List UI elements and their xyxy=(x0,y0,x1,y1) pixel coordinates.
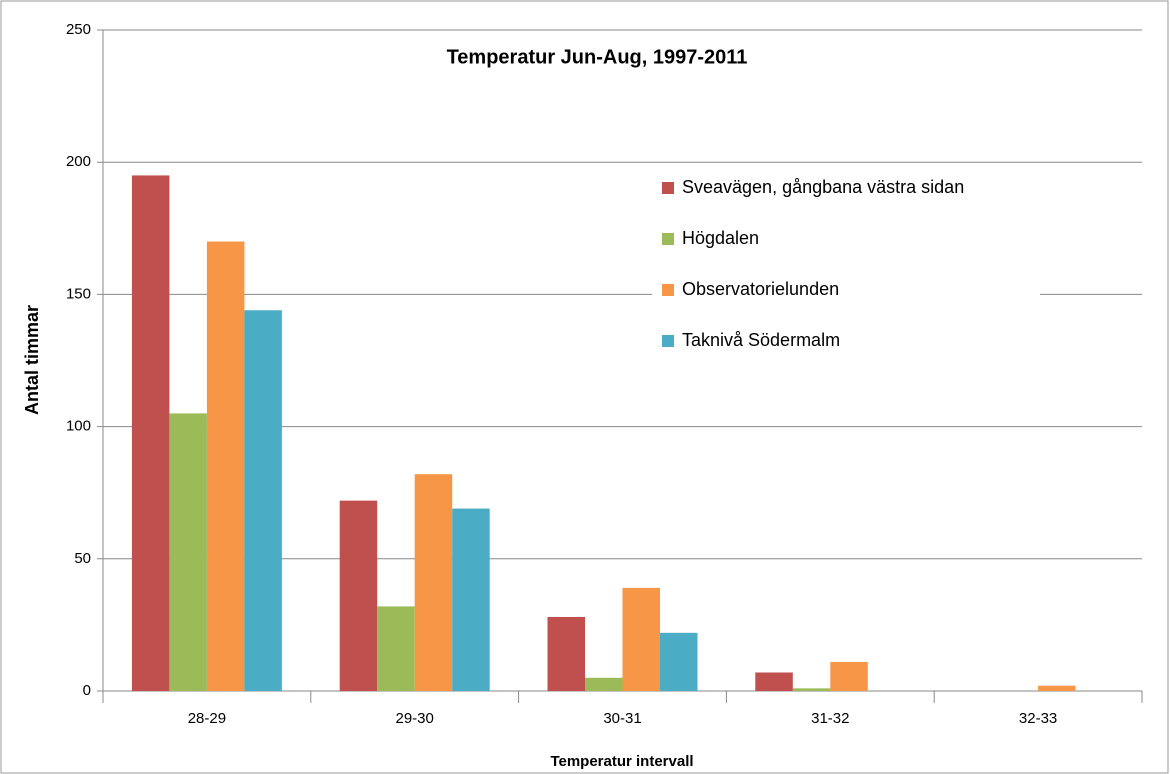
bar xyxy=(339,500,378,691)
bar xyxy=(244,310,282,691)
chart-title: Temperatur Jun-Aug, 1997-2011 xyxy=(447,46,748,68)
bar xyxy=(452,508,490,691)
bar xyxy=(206,241,245,691)
bar xyxy=(377,606,415,691)
x-tick-label: 30-31 xyxy=(603,710,641,727)
bar xyxy=(755,672,793,691)
bar xyxy=(414,474,453,691)
bar xyxy=(169,413,207,691)
x-tick-label: 32-33 xyxy=(1019,710,1057,727)
bar xyxy=(1038,685,1076,691)
y-tick-label: 200 xyxy=(66,153,91,170)
legend-swatch xyxy=(662,182,674,194)
legend-swatch xyxy=(662,335,674,347)
x-axis-label: Temperatur intervall xyxy=(550,753,693,770)
legend-label: Högdalen xyxy=(682,228,759,248)
legend-label: Taknivå Södermalm xyxy=(682,330,840,350)
x-tick-label: 29-30 xyxy=(396,710,434,727)
bar xyxy=(547,616,585,691)
bar xyxy=(622,587,660,691)
legend-box xyxy=(652,165,1040,361)
y-axis-label: Antal timmar xyxy=(22,305,42,415)
legend-label: Sveavägen, gångbana västra sidan xyxy=(682,177,964,197)
bar xyxy=(585,677,623,691)
bar xyxy=(830,661,868,691)
y-tick-label: 100 xyxy=(66,418,91,435)
y-tick-label: 0 xyxy=(83,682,91,699)
legend-swatch xyxy=(662,284,674,296)
bar xyxy=(792,688,831,691)
x-tick-label: 28-29 xyxy=(188,710,226,727)
bar xyxy=(131,175,170,692)
x-tick-label: 31-32 xyxy=(811,710,849,727)
y-tick-label: 250 xyxy=(66,21,91,38)
y-tick-label: 150 xyxy=(66,285,91,302)
bar xyxy=(660,632,698,691)
legend-label: Observatorielunden xyxy=(682,279,839,299)
legend-swatch xyxy=(662,233,674,245)
y-tick-label: 50 xyxy=(74,550,91,567)
